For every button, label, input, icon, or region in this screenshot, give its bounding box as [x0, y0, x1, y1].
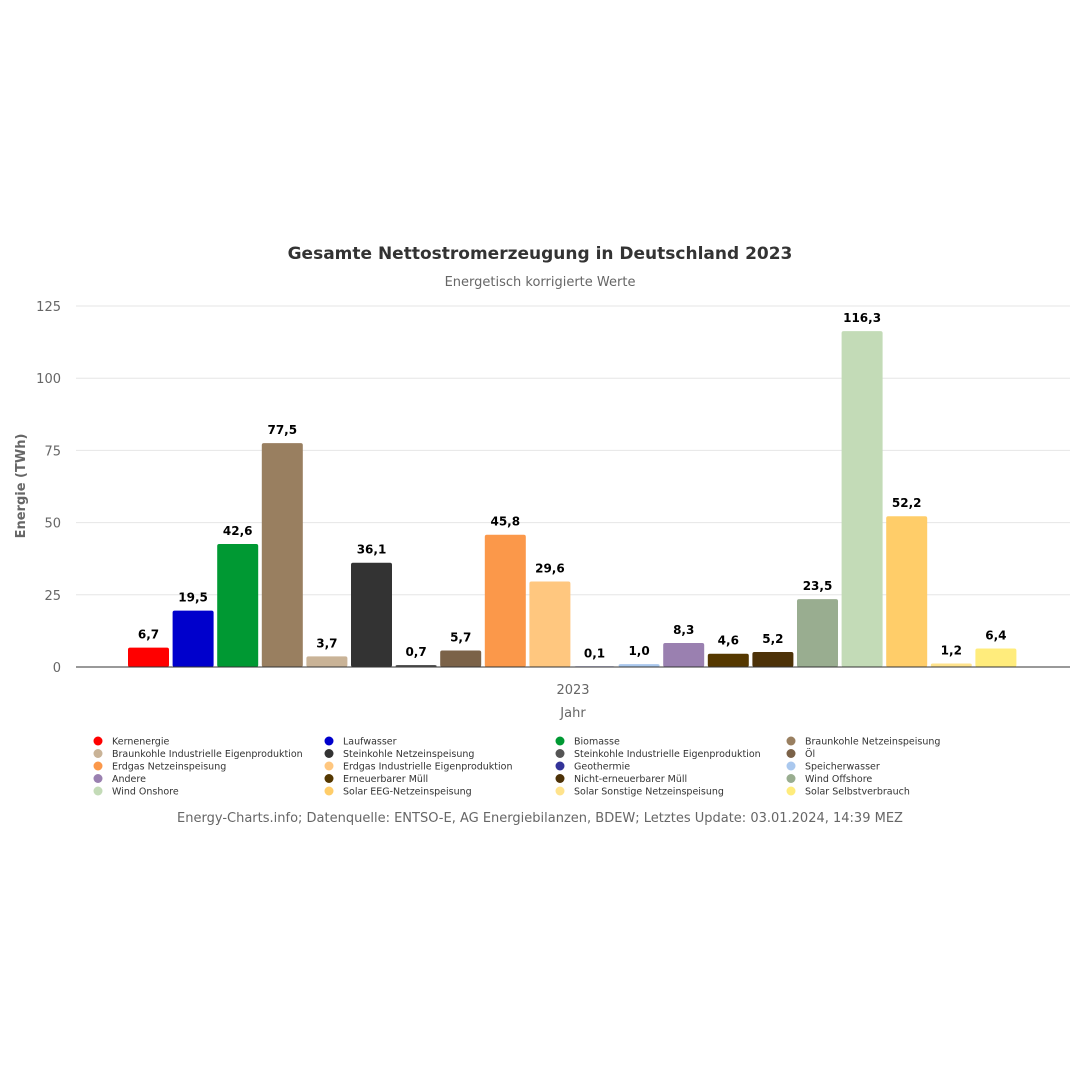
bar-13	[707, 653, 749, 667]
bar-14	[752, 651, 794, 667]
data-label-18: 1,2	[941, 644, 962, 658]
data-label-7: 5,7	[450, 631, 471, 645]
data-label-10: 0,1	[584, 646, 605, 660]
legend-marker-6	[555, 749, 565, 758]
data-label-2: 42,6	[223, 524, 253, 538]
data-label-19: 6,4	[985, 629, 1006, 643]
legend-item-13[interactable]: Erneuerbarer Müll	[343, 774, 428, 785]
data-label-11: 1,0	[628, 644, 649, 658]
legend-marker-18	[555, 786, 565, 796]
legend-marker-8	[93, 761, 103, 771]
data-label-0: 6,7	[138, 628, 159, 642]
legend-marker-9	[324, 761, 334, 771]
data-label-12: 8,3	[673, 623, 694, 637]
data-label-8: 45,8	[490, 515, 520, 529]
y-tick-50: 50	[44, 517, 61, 532]
bar-3	[261, 443, 303, 667]
data-label-16: 116,3	[843, 311, 881, 325]
bar-9	[529, 581, 571, 667]
legend-marker-15	[786, 774, 796, 783]
data-label-5: 36,1	[357, 543, 387, 557]
y-axis-title: Energie (TWh)	[14, 434, 29, 539]
bar-8	[484, 534, 526, 667]
chart-subtitle: Energetisch korrigierte Werte	[445, 275, 636, 290]
legend-marker-10	[555, 761, 565, 771]
bar-19	[975, 648, 1017, 667]
legend-marker-1	[324, 736, 334, 746]
bar-0	[128, 647, 169, 667]
legend-item-4[interactable]: Braunkohle Industrielle Eigenproduktion	[112, 749, 303, 760]
legend-marker-2	[555, 736, 565, 746]
x-axis-title: Jahr	[559, 706, 586, 721]
data-label-6: 0,7	[405, 645, 426, 659]
bars	[128, 331, 1017, 667]
legend-item-2[interactable]: Biomasse	[574, 737, 620, 748]
y-tick-25: 25	[44, 589, 61, 604]
legend-marker-11	[786, 761, 796, 771]
bar-4	[306, 656, 348, 667]
legend-marker-4	[93, 749, 103, 758]
legend-item-12[interactable]: Andere	[112, 774, 146, 785]
data-label-4: 3,7	[316, 636, 337, 650]
legend: Kernenergie Laufwasser Biomasse Braunkohle …	[93, 736, 940, 798]
legend-item-9[interactable]: Erdgas Industrielle Eigenproduktion	[343, 762, 513, 773]
bar-18	[930, 663, 972, 667]
data-label-17: 52,2	[892, 496, 922, 510]
credits: Energy-Charts.info; Datenquelle: ENTSO-E…	[177, 811, 903, 826]
legend-marker-0	[93, 736, 103, 746]
legend-item-14[interactable]: Nicht-erneuerbarer Müll	[574, 774, 687, 785]
bar-16	[841, 331, 883, 667]
legend-item-16[interactable]: Wind Onshore	[112, 787, 179, 798]
legend-marker-5	[324, 749, 334, 758]
legend-marker-13	[324, 774, 334, 783]
y-tick-125: 125	[36, 300, 61, 315]
bar-6	[395, 664, 437, 667]
chart-title: Gesamte Nettostromerzeugung in Deutschla…	[288, 244, 793, 264]
legend-item-0[interactable]: Kernenergie	[112, 737, 169, 748]
bar-15	[797, 599, 838, 667]
bar-17	[886, 516, 928, 667]
legend-item-10[interactable]: Geothermie	[574, 762, 630, 773]
data-label-1: 19,5	[178, 591, 208, 605]
legend-item-6[interactable]: Steinkohle Industrielle Eigenproduktion	[574, 749, 761, 760]
data-label-3: 77,5	[267, 423, 297, 437]
bar-5	[351, 562, 392, 667]
data-label-14: 5,2	[762, 632, 783, 646]
legend-marker-7	[786, 749, 796, 758]
legend-item-1[interactable]: Laufwasser	[343, 737, 397, 748]
legend-item-7[interactable]: Öl	[805, 749, 815, 760]
y-tick-0: 0	[53, 661, 61, 676]
legend-marker-17	[324, 786, 334, 796]
bar-1	[172, 610, 214, 667]
legend-item-19[interactable]: Solar Selbstverbrauch	[805, 787, 910, 798]
legend-item-3[interactable]: Braunkohle Netzeinspeisung	[805, 737, 940, 748]
legend-marker-3	[786, 736, 796, 746]
legend-item-8[interactable]: Erdgas Netzeinspeisung	[112, 762, 226, 773]
y-tick-100: 100	[36, 372, 61, 387]
bar-11	[618, 664, 660, 667]
legend-item-18[interactable]: Solar Sonstige Netzeinspeisung	[574, 787, 724, 798]
data-labels: 6,7 19,5 42,6 77,5 3,7 36,1 0,7 5,7 45,8 29,6 0,1 1…	[138, 311, 1007, 660]
data-label-9: 29,6	[535, 562, 565, 576]
data-label-15: 23,5	[803, 579, 833, 593]
bar-7	[440, 650, 482, 667]
legend-item-5[interactable]: Steinkohle Netzeinspeisung	[343, 749, 474, 760]
x-tick-2023: 2023	[556, 683, 589, 698]
legend-marker-16	[93, 786, 103, 796]
bar-2	[217, 543, 259, 667]
legend-item-15[interactable]: Wind Offshore	[805, 774, 872, 785]
legend-marker-12	[93, 774, 103, 783]
legend-item-11[interactable]: Speicherwasser	[805, 762, 880, 773]
legend-marker-14	[555, 774, 565, 783]
y-tick-75: 75	[44, 444, 61, 459]
data-label-13: 4,6	[718, 634, 739, 648]
legend-item-17[interactable]: Solar EEG-Netzeinspeisung	[343, 787, 472, 798]
legend-marker-19	[786, 786, 796, 796]
bar-12	[663, 643, 705, 667]
y-axis-ticks: 0 25 50 75 100 125	[36, 300, 61, 676]
